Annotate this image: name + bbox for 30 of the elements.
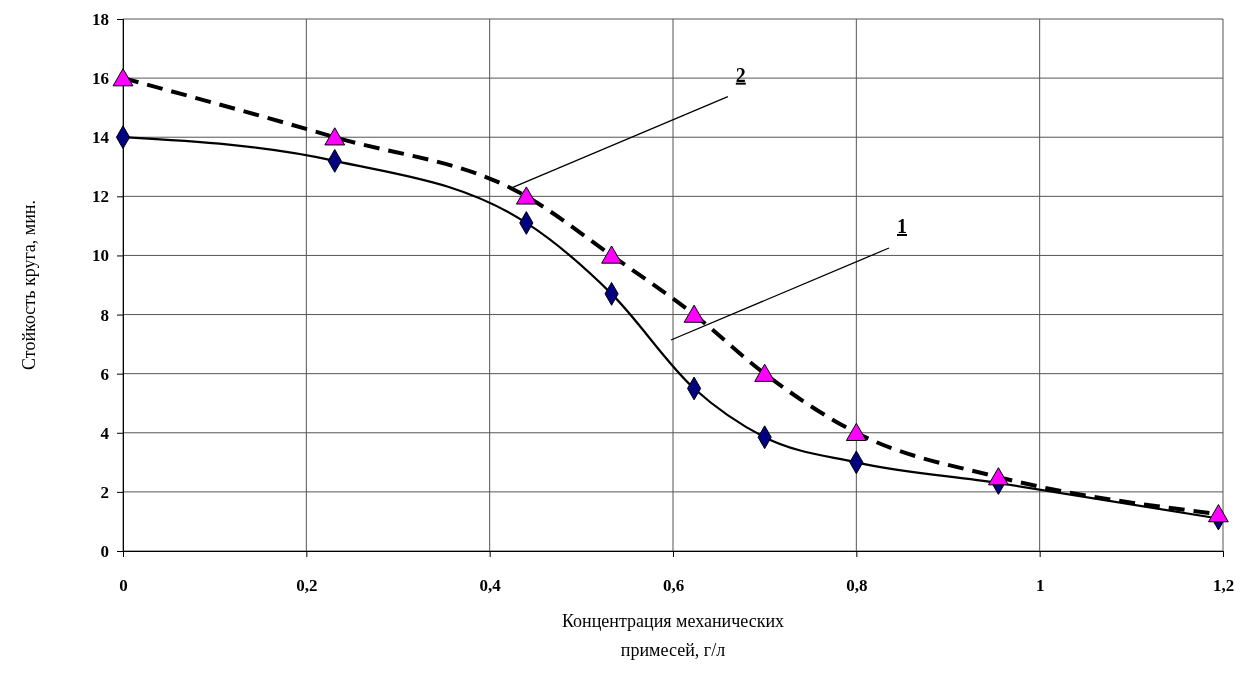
y-tick-label: 14 xyxy=(92,128,110,148)
y-tick-label: 2 xyxy=(100,482,109,502)
annotation: 1 xyxy=(897,215,907,237)
y-tick-label: 10 xyxy=(92,246,109,266)
point xyxy=(112,68,134,87)
y-tick-label: 6 xyxy=(100,364,109,384)
x-tick-label: 1,2 xyxy=(1212,576,1235,596)
annotation: 2 xyxy=(735,63,746,86)
point xyxy=(601,245,622,264)
y-tick-label: 12 xyxy=(92,187,109,207)
x-axis-title: Концентрация механических примесей, г/л xyxy=(561,611,785,660)
point xyxy=(1208,504,1229,523)
y-tick-label: 8 xyxy=(100,305,109,325)
y-tick-label: 0 xyxy=(100,541,109,561)
x-tick-label: 1 xyxy=(1035,576,1045,596)
x-tick-label: 0,6 xyxy=(662,576,685,596)
y-axis-title: Стойкость круга, мин. xyxy=(19,200,39,370)
point xyxy=(324,127,346,146)
point xyxy=(988,467,1009,486)
point xyxy=(683,304,705,323)
x-tick-label: 0,2 xyxy=(296,576,318,596)
y-tick-label: 4 xyxy=(100,423,110,443)
point xyxy=(845,422,867,441)
x-tick-label: 0 xyxy=(119,576,128,596)
y-tick-label: 16 xyxy=(92,69,109,89)
y-tick-label: 18 xyxy=(92,9,109,29)
point xyxy=(515,186,537,205)
x-tick-label: 0,4 xyxy=(479,576,502,596)
point xyxy=(754,363,776,382)
x-tick-label: 0,8 xyxy=(846,576,868,596)
